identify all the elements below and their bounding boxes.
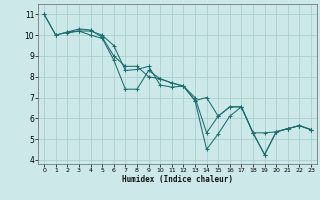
X-axis label: Humidex (Indice chaleur): Humidex (Indice chaleur)	[122, 175, 233, 184]
